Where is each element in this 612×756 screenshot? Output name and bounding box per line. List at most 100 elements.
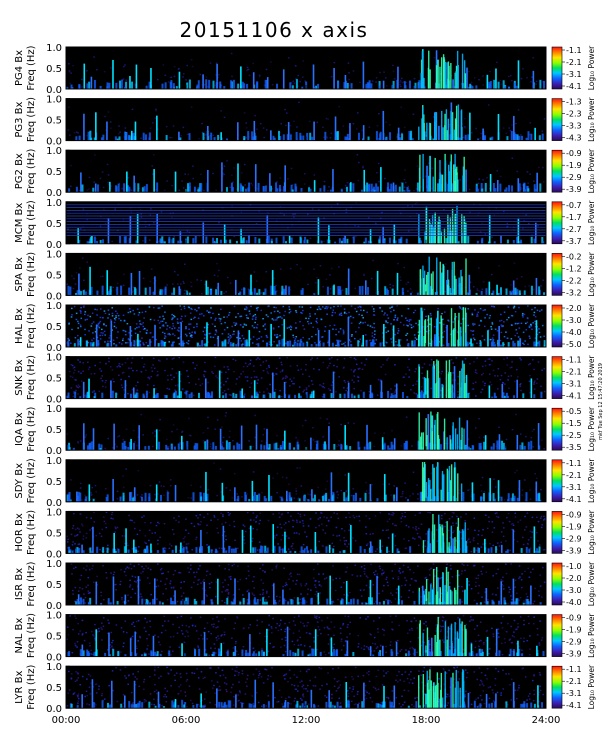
- storm-streak: [450, 114, 453, 141]
- storm-streak: [430, 224, 433, 244]
- noise-cell: [265, 367, 268, 370]
- noise-cell: [401, 315, 403, 317]
- noise-cell: [121, 535, 124, 537]
- burst-streak: [83, 63, 86, 89]
- low-band-cell: [489, 137, 492, 141]
- low-band-cell: [205, 79, 208, 89]
- noise-cell: [438, 371, 440, 373]
- noise-cell: [491, 323, 494, 325]
- noise-cell: [527, 222, 530, 225]
- burst-streak: [272, 372, 274, 399]
- low-band-cell: [223, 86, 226, 89]
- noise-cell: [337, 331, 340, 333]
- low-band-cell: [246, 83, 249, 89]
- burst-streak: [268, 475, 270, 502]
- noise-cell: [425, 533, 427, 535]
- noise-cell: [476, 372, 478, 375]
- noise-cell: [514, 322, 517, 325]
- colorbar-tick-label: -1.1: [566, 459, 582, 468]
- noise-cell: [252, 471, 255, 473]
- burst-streak: [217, 336, 220, 347]
- noise-cell: [435, 529, 438, 531]
- noise-cell: [430, 314, 432, 317]
- noise-cell: [289, 310, 292, 313]
- low-band-cell: [323, 441, 326, 451]
- low-band-cell: [497, 339, 500, 347]
- burst-streak: [489, 174, 492, 193]
- burst-streak: [77, 228, 79, 244]
- noise-cell: [357, 179, 360, 182]
- noise-cell: [251, 342, 254, 344]
- noise-cell: [351, 379, 354, 381]
- low-band-cell: [389, 132, 392, 141]
- low-band-cell: [237, 83, 240, 89]
- noise-cell: [490, 273, 493, 276]
- low-band-cell: [502, 342, 505, 347]
- noise-cell: [194, 332, 196, 334]
- noise-cell: [230, 394, 232, 396]
- noise-cell: [118, 363, 121, 365]
- noise-cell: [217, 518, 219, 521]
- freq-axis-label: Freq (Hz): [26, 200, 37, 245]
- noise-cell: [105, 511, 108, 513]
- noise-cell: [117, 331, 119, 333]
- noise-cell: [522, 68, 524, 70]
- noise-cell: [477, 182, 480, 184]
- low-band-cell: [524, 189, 527, 193]
- low-band-cell: [530, 440, 533, 451]
- low-band-cell: [394, 394, 397, 399]
- noise-cell: [529, 547, 532, 549]
- noise-cell: [223, 316, 225, 318]
- low-band-cell: [293, 447, 296, 451]
- colorbar-label: Log₁₀ Power: [587, 251, 596, 296]
- noise-cell: [349, 516, 351, 518]
- noise-cell: [348, 543, 350, 545]
- low-band-cell: [388, 189, 391, 193]
- low-band-cell: [289, 134, 292, 141]
- noise-cell: [252, 315, 255, 317]
- noise-cell: [217, 74, 220, 76]
- noise-cell: [151, 165, 154, 167]
- noise-cell: [473, 323, 476, 325]
- burst-streak: [312, 390, 315, 399]
- noise-cell: [353, 516, 356, 519]
- noise-cell: [140, 323, 143, 326]
- storm-streak: [441, 387, 444, 399]
- noise-cell: [319, 265, 322, 267]
- low-band-cell: [367, 240, 370, 244]
- y-tick-label: 0.0: [46, 343, 62, 354]
- noise-cell: [134, 328, 137, 330]
- noise-cell: [120, 378, 122, 381]
- low-band-cell: [290, 237, 293, 244]
- storm-streak: [447, 373, 450, 399]
- noise-cell: [354, 369, 357, 371]
- noise-cell: [394, 314, 397, 317]
- low-band-cell: [282, 441, 285, 451]
- noise-cell: [176, 329, 179, 331]
- storm-streak: [425, 209, 427, 244]
- low-band-cell: [159, 494, 162, 502]
- noise-cell: [279, 131, 282, 134]
- noise-cell: [533, 383, 535, 385]
- noise-cell: [394, 333, 397, 336]
- low-band-cell: [143, 186, 146, 193]
- low-band-cell: [467, 393, 470, 399]
- low-band-cell: [262, 292, 265, 296]
- low-band-cell: [303, 548, 306, 554]
- low-band-cell: [345, 186, 348, 193]
- low-band-cell: [332, 492, 335, 502]
- low-band-cell: [367, 184, 370, 193]
- noise-cell: [173, 236, 175, 238]
- noise-cell: [393, 319, 395, 321]
- noise-cell: [139, 209, 142, 211]
- low-band-cell: [439, 444, 442, 451]
- burst-streak: [132, 387, 135, 399]
- noise-cell: [157, 539, 159, 542]
- noise-cell: [338, 444, 340, 447]
- noise-cell: [415, 188, 418, 190]
- low-band-cell: [299, 395, 302, 399]
- noise-cell: [409, 495, 411, 497]
- noise-cell: [380, 440, 383, 442]
- noise-cell: [244, 376, 247, 378]
- noise-cell: [458, 489, 461, 491]
